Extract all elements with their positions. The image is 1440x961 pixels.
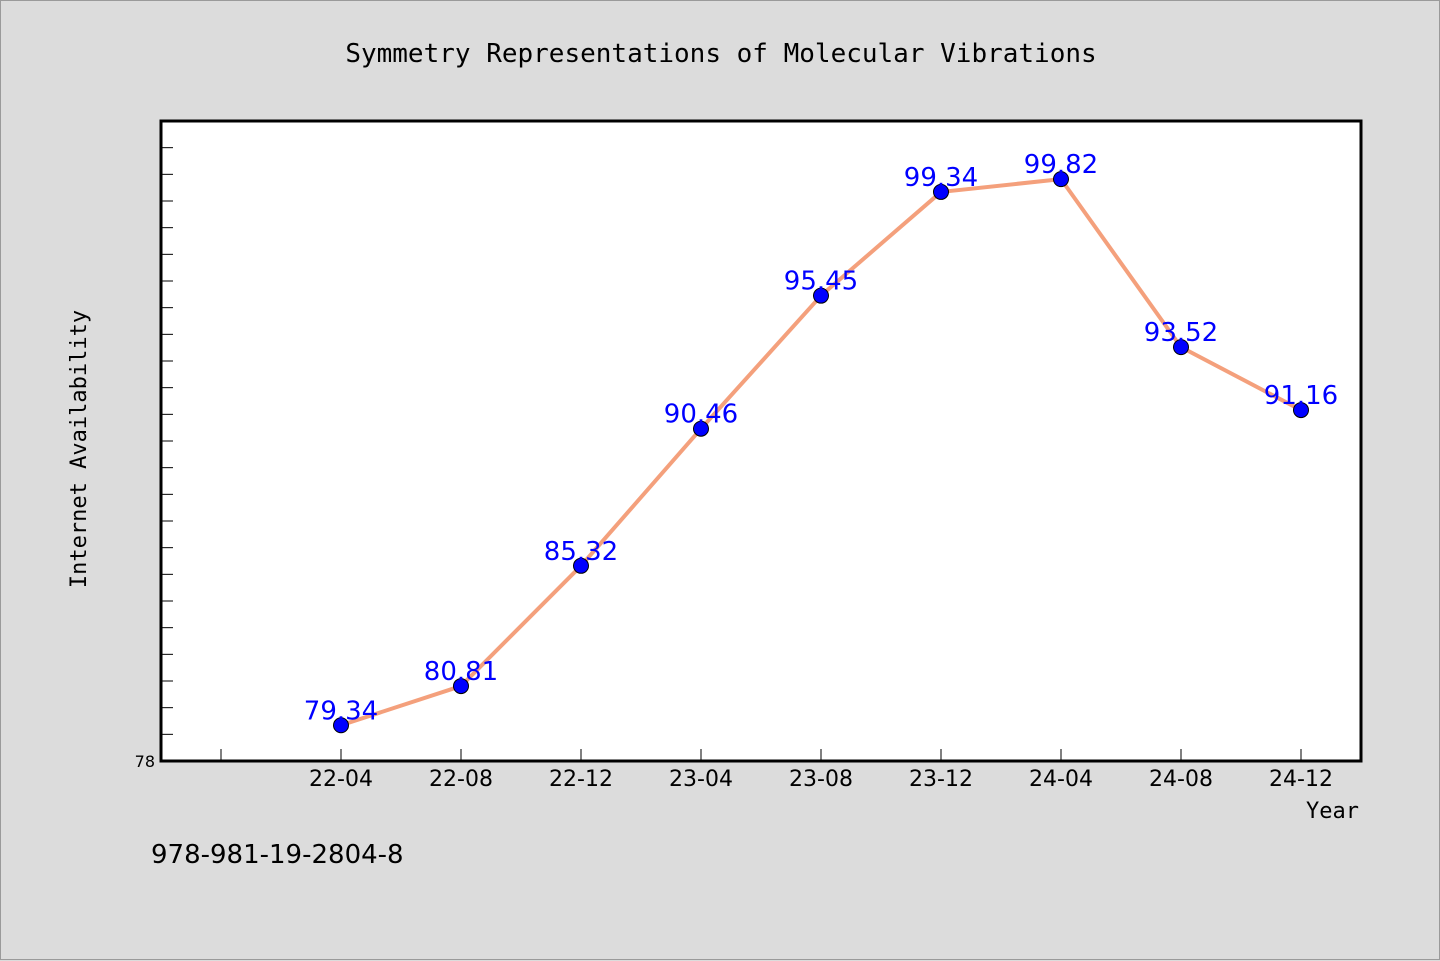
- data-point: [573, 557, 589, 574]
- data-point: [1293, 402, 1309, 419]
- data-point: [333, 717, 349, 734]
- isbn-text: 978-981-19-2804-8: [151, 840, 404, 870]
- data-label: 91.16: [1264, 381, 1338, 411]
- x-axis-label: Year: [1306, 799, 1359, 824]
- data-point: [813, 287, 829, 304]
- x-tick-label: 22-12: [549, 767, 613, 792]
- x-tick-label: 22-04: [309, 767, 373, 792]
- x-tick-label: 23-08: [789, 767, 853, 792]
- data-labels: 79.34 80.81 85.32 90.46 95.45 99.34 99.82 93.52…: [304, 150, 1338, 726]
- plot-area: [159, 119, 1363, 763]
- data-label: 90.46: [664, 400, 738, 430]
- chart-title: Symmetry Representations of Molecular Vi…: [345, 39, 1096, 69]
- data-label: 95.45: [784, 267, 858, 297]
- y-tick-label: 78: [135, 752, 155, 771]
- data-point: [1053, 171, 1069, 188]
- data-point: [693, 420, 709, 437]
- data-label: 99.82: [1024, 150, 1098, 180]
- data-label: 80.81: [424, 657, 498, 687]
- data-label: 93.52: [1144, 318, 1218, 348]
- data-markers: [333, 171, 1309, 734]
- data-point: [453, 678, 469, 695]
- x-tick-label: 23-12: [909, 767, 973, 792]
- y-axis-ticks: 78: [135, 147, 173, 771]
- x-tick-label: 22-08: [429, 767, 493, 792]
- x-axis-ticks: 22-04 22-08 22-12 23-04 23-08 23-12 24-04 24-08…: [220, 749, 1333, 792]
- data-point: [933, 183, 949, 200]
- x-tick-label: 24-08: [1149, 767, 1213, 792]
- data-point: [1173, 339, 1189, 356]
- data-label: 85.32: [544, 537, 618, 567]
- x-tick-label: 24-12: [1269, 767, 1333, 792]
- data-label: 99.34: [904, 163, 978, 193]
- y-axis-label: Internet Availability: [67, 310, 92, 588]
- x-tick-label: 23-04: [669, 767, 733, 792]
- data-label: 79.34: [304, 696, 378, 726]
- x-tick-label: 24-04: [1029, 767, 1093, 792]
